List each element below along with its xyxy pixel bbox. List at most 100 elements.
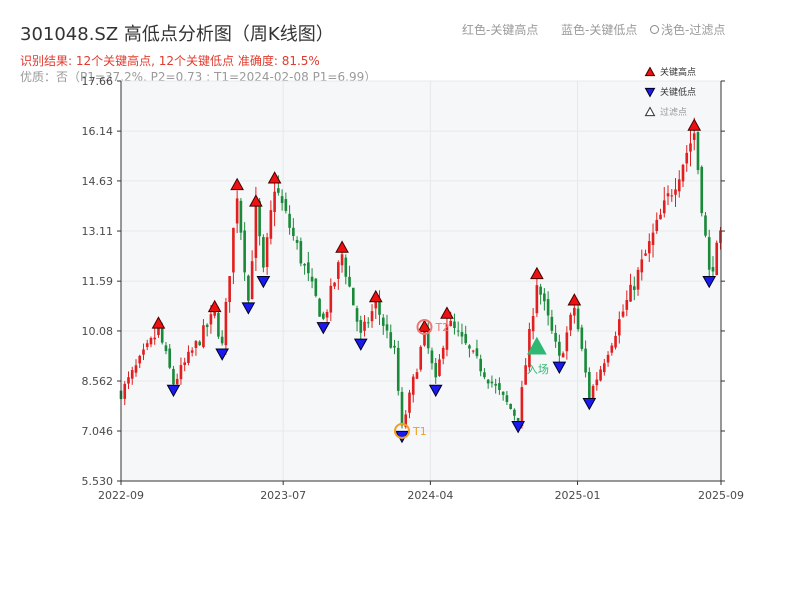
candle-body [674, 189, 677, 195]
legend-light-label: 浅色-过滤点 [661, 23, 726, 37]
candle-body [441, 347, 445, 359]
y-tick-label: 16.14 [82, 125, 114, 138]
candle-body [509, 403, 512, 409]
candle-body [400, 391, 404, 426]
candle-body [295, 239, 299, 243]
key-low-marker [256, 275, 271, 289]
key-high-marker [530, 266, 544, 280]
candle-body [284, 199, 288, 211]
t1-label: T1 [412, 425, 427, 438]
candle-body [700, 166, 704, 214]
legend-blue-desc: 蓝色-关键低点 [561, 23, 638, 37]
candle-body [355, 308, 359, 322]
candle-body [378, 300, 381, 315]
candle-body [580, 327, 584, 349]
candle-body [651, 232, 655, 245]
candle-body [625, 300, 629, 310]
key-high-marker [151, 316, 166, 329]
candle-body [677, 179, 681, 192]
candle-body [404, 414, 408, 427]
y-tick-label: 11.59 [82, 275, 114, 288]
candle-body [516, 417, 520, 424]
candle-body [366, 322, 370, 324]
candle-body [558, 341, 561, 356]
candle-body [142, 349, 145, 355]
candle-body [160, 326, 164, 343]
t1-marker [393, 422, 410, 439]
y-tick-label: 17.66 [82, 75, 114, 88]
candle-body [247, 275, 250, 301]
candle-body [419, 346, 423, 370]
legend-high-label: 关键高点 [660, 66, 696, 78]
candle-body [689, 143, 692, 152]
candle-body [464, 333, 468, 344]
candle-body [535, 285, 539, 314]
entry-label: 入场 [527, 362, 549, 376]
candle-body [393, 345, 396, 348]
x-tick-label: 2025-01 [555, 489, 601, 502]
candle-body [460, 332, 464, 337]
candle-body [172, 368, 175, 385]
circle-icon [650, 25, 659, 34]
y-tick-label: 7.046 [82, 425, 114, 438]
key-high-marker [687, 118, 702, 131]
candle-body [629, 284, 632, 302]
candle-body [329, 285, 333, 313]
entry-marker [527, 336, 547, 355]
candle-body [194, 341, 198, 348]
candle-body [599, 369, 602, 381]
candle-body [262, 237, 265, 268]
candle-body [318, 298, 321, 317]
candle-body [692, 133, 696, 140]
x-tick-label: 2024-04 [407, 489, 453, 502]
candle-body [704, 215, 707, 236]
candle-body [603, 363, 606, 373]
key-low-marker [702, 275, 717, 289]
candle-body [265, 237, 269, 268]
candle-body [348, 276, 351, 287]
key-high-marker [440, 306, 454, 319]
result-summary: 识别结果: 12个关键高点, 12个关键低点 准确度: 81.5% [20, 54, 320, 68]
candle-body [336, 262, 340, 279]
candle-body [333, 282, 336, 287]
candle-body [138, 355, 142, 364]
x-tick-label: 2022-09 [98, 489, 144, 502]
candle-body [543, 293, 546, 302]
candle-body [145, 343, 149, 347]
candle-body [595, 379, 599, 386]
y-tick-label: 5.530 [82, 475, 114, 488]
candle-body [370, 311, 374, 322]
candle-body [153, 337, 157, 340]
candle-body [123, 383, 127, 399]
candle-body [175, 378, 179, 385]
candle-body [640, 259, 644, 273]
candle-body [224, 301, 228, 346]
candle-body [322, 313, 325, 319]
key-low-marker [552, 361, 567, 375]
candle-body [494, 383, 497, 386]
candle-body [471, 350, 475, 352]
candle-body [389, 332, 393, 348]
candle-body [501, 391, 505, 395]
candle-body [381, 317, 385, 326]
legend-low-icon [644, 87, 656, 98]
candle-body [655, 219, 659, 232]
candle-body [449, 320, 453, 327]
candle-body [434, 362, 438, 378]
candle-body [632, 286, 636, 290]
candle-body [396, 347, 400, 391]
candle-body [213, 309, 216, 316]
candle-body [258, 201, 261, 237]
pivot-markers: T1 T2 入场 [151, 118, 717, 444]
candle-body [351, 287, 355, 306]
candle-body [576, 308, 580, 330]
candle-body [299, 241, 303, 264]
y-tick-label: 10.08 [82, 325, 114, 338]
candle-body [205, 324, 209, 328]
legend-filtered-icon [644, 106, 656, 117]
x-tick-label: 2025-09 [698, 489, 744, 502]
candle-body [243, 230, 246, 273]
candle-body [130, 370, 134, 379]
candle-body [621, 311, 625, 317]
candle-body [149, 337, 153, 345]
